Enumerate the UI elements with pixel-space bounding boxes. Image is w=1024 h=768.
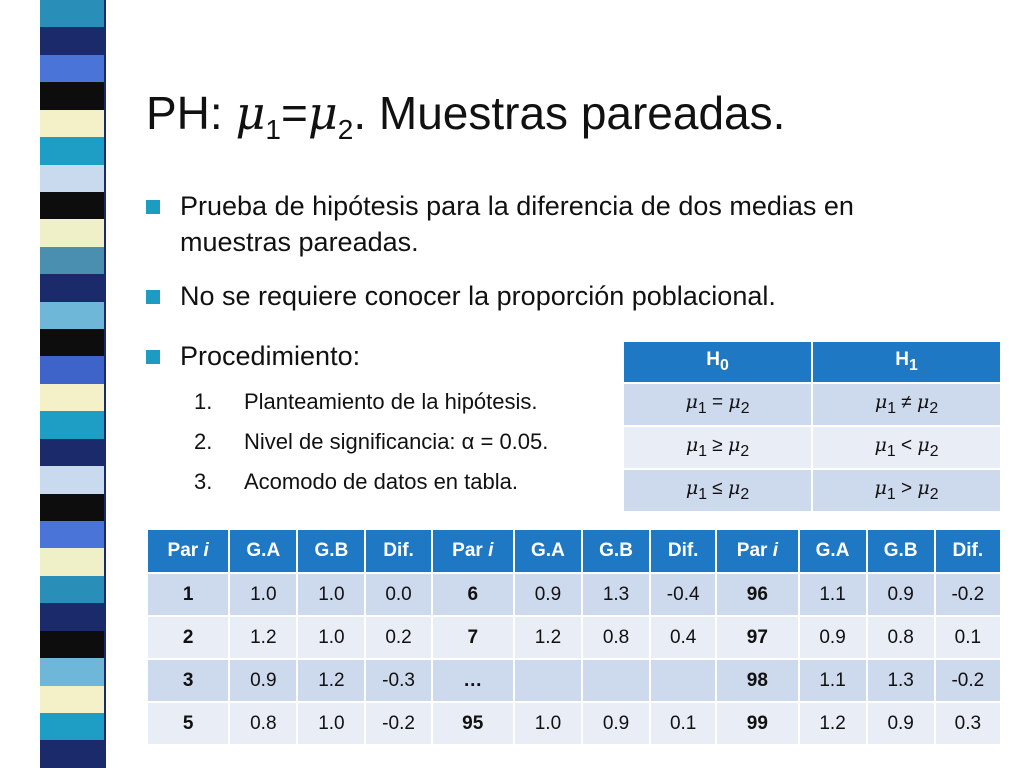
table-cell: 0.3 bbox=[933, 701, 1003, 746]
col-header: Dif. bbox=[649, 528, 718, 574]
table-row: μ1 ≤ μ2 μ1 > μ2 bbox=[622, 468, 1002, 513]
table-cell: 0.9 bbox=[580, 701, 652, 746]
table-cell: 96 bbox=[715, 572, 800, 617]
table-cell: 1.0 bbox=[296, 615, 367, 660]
table-cell bbox=[512, 658, 583, 703]
table-cell: 0.9 bbox=[865, 701, 936, 746]
bullet-list: Prueba de hipótesis para la diferencia d… bbox=[146, 188, 966, 332]
procedure-step: 3. Acomodo de datos en tabla. bbox=[194, 469, 518, 494]
h1-cell: μ1 < μ2 bbox=[811, 425, 1002, 470]
table-cell: 1.2 bbox=[797, 701, 868, 746]
table-cell: 1.1 bbox=[797, 658, 868, 703]
table-cell: 1.0 bbox=[512, 701, 583, 746]
table-cell: 1.0 bbox=[228, 572, 299, 617]
table-cell: 0.8 bbox=[865, 615, 936, 660]
table-cell: 0.9 bbox=[797, 615, 868, 660]
table-row: μ1 ≥ μ2 μ1 < μ2 bbox=[622, 425, 1002, 470]
h1-cell: μ1 ≠ μ2 bbox=[811, 382, 1002, 427]
table-cell: 0.9 bbox=[228, 658, 299, 703]
table-cell: 0.2 bbox=[364, 615, 433, 660]
table-cell: 1.3 bbox=[865, 658, 936, 703]
table-cell: 0.1 bbox=[649, 701, 718, 746]
table-cell: -0.2 bbox=[933, 572, 1003, 617]
col-header: G.A bbox=[797, 528, 868, 574]
table-row: 2 1.2 1.0 0.2 7 1.2 0.8 0.4 97 0.9 0.8 0… bbox=[145, 615, 1003, 660]
stripe-edge bbox=[104, 0, 106, 768]
table-cell: 1.0 bbox=[296, 701, 367, 746]
table-cell: 6 bbox=[430, 572, 515, 617]
table-cell: 95 bbox=[430, 701, 515, 746]
col-header: Dif. bbox=[933, 528, 1003, 574]
table-cell: 0.9 bbox=[865, 572, 936, 617]
table-row: 3 0.9 1.2 -0.3 … 98 1.1 1.3 -0.2 bbox=[145, 658, 1003, 703]
table-cell: 98 bbox=[715, 658, 800, 703]
h0-cell: μ1 ≤ μ2 bbox=[622, 468, 813, 513]
bullet-item: No se requiere conocer la proporción pob… bbox=[146, 278, 966, 314]
table-cell: 0.0 bbox=[364, 572, 433, 617]
col-header: Par i bbox=[430, 528, 515, 574]
table-cell: 1.2 bbox=[228, 615, 299, 660]
table-cell: 7 bbox=[430, 615, 515, 660]
table-cell: 1.3 bbox=[580, 572, 652, 617]
h0-cell: μ1 = μ2 bbox=[622, 382, 813, 427]
table-cell bbox=[649, 658, 718, 703]
col-header: G.B bbox=[865, 528, 936, 574]
table-cell: 1 bbox=[145, 572, 231, 617]
h0-header: H0 bbox=[622, 340, 813, 384]
hypothesis-table: H0 H1 μ1 = μ2 μ1 ≠ μ2 μ1 ≥ μ2 μ1 < μ2 μ1… bbox=[622, 340, 1002, 513]
table-cell: 0.1 bbox=[933, 615, 1003, 660]
table-row: 5 0.8 1.0 -0.2 95 1.0 0.9 0.1 99 1.2 0.9… bbox=[145, 701, 1003, 746]
table-cell: 0.4 bbox=[649, 615, 718, 660]
h1-cell: μ1 > μ2 bbox=[811, 468, 1002, 513]
table-cell: 0.8 bbox=[228, 701, 299, 746]
table-cell: -0.2 bbox=[364, 701, 433, 746]
square-bullet-icon bbox=[146, 200, 160, 214]
table-cell: -0.3 bbox=[364, 658, 433, 703]
col-header: Dif. bbox=[364, 528, 433, 574]
col-header: G.A bbox=[228, 528, 299, 574]
procedure-steps: 1. Planteamiento de la hipótesis. 2. Nivel… bbox=[194, 382, 548, 502]
col-header: Par i bbox=[145, 528, 231, 574]
decorative-stripe bbox=[40, 0, 104, 768]
table-cell: 2 bbox=[145, 615, 231, 660]
table-cell: 97 bbox=[715, 615, 800, 660]
table-cell: 0.9 bbox=[512, 572, 583, 617]
table-cell: -0.4 bbox=[649, 572, 718, 617]
table-cell: 0.8 bbox=[580, 615, 652, 660]
col-header: G.A bbox=[512, 528, 583, 574]
table-cell: 3 bbox=[145, 658, 231, 703]
procedure-step: 2. Nivel de significancia: α = 0.05. bbox=[194, 429, 549, 454]
table-cell: 1.1 bbox=[797, 572, 868, 617]
table-cell: … bbox=[430, 658, 515, 703]
col-header: Par i bbox=[715, 528, 800, 574]
square-bullet-icon bbox=[146, 350, 160, 364]
h1-header: H1 bbox=[811, 340, 1002, 384]
slide-title: PH: μ1=μ2. Muestras pareadas. bbox=[146, 86, 786, 146]
table-cell bbox=[580, 658, 652, 703]
h0-cell: μ1 ≥ μ2 bbox=[622, 425, 813, 470]
table-cell: 1.2 bbox=[512, 615, 583, 660]
table-cell: 1.0 bbox=[296, 572, 367, 617]
col-header: G.B bbox=[580, 528, 652, 574]
procedure-step: 1. Planteamiento de la hipótesis. bbox=[194, 389, 538, 414]
table-cell: 99 bbox=[715, 701, 800, 746]
table-row: μ1 = μ2 μ1 ≠ μ2 bbox=[622, 382, 1002, 427]
data-table: Par i G.A G.B Dif. Par i G.A G.B Dif. Pa… bbox=[145, 528, 1003, 746]
procedure-section: Procedimiento: 1. Planteamiento de la hip… bbox=[146, 338, 548, 502]
table-header-row: Par i G.A G.B Dif. Par i G.A G.B Dif. Pa… bbox=[145, 528, 1003, 574]
table-cell: 5 bbox=[145, 701, 231, 746]
col-header: G.B bbox=[296, 528, 367, 574]
bullet-item: Prueba de hipótesis para la diferencia d… bbox=[146, 188, 966, 260]
square-bullet-icon bbox=[146, 290, 160, 304]
table-row: 1 1.0 1.0 0.0 6 0.9 1.3 -0.4 96 1.1 0.9 … bbox=[145, 572, 1003, 617]
bullet-item: Procedimiento: bbox=[146, 338, 548, 374]
table-cell: 1.2 bbox=[296, 658, 367, 703]
table-cell: -0.2 bbox=[933, 658, 1003, 703]
